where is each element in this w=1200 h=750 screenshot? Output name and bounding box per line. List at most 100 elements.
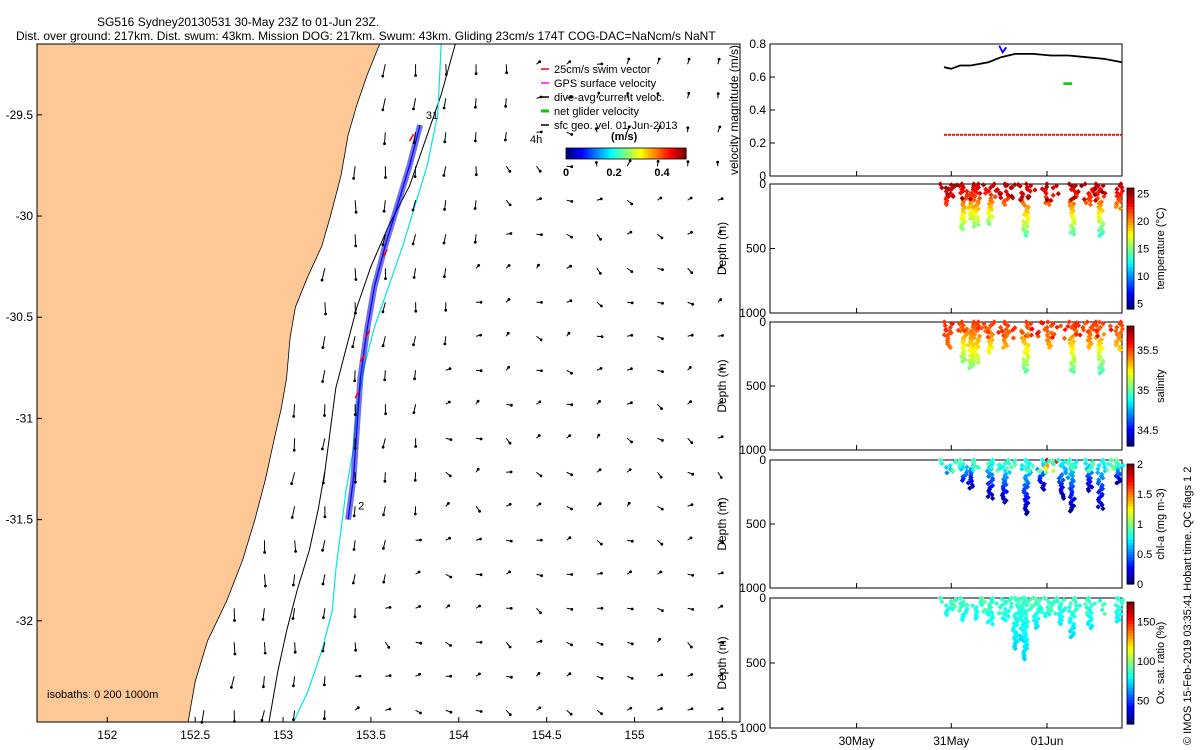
scatter-point [937,457,943,463]
colorbar-segment [1127,422,1134,426]
current-arrow-head [720,571,724,575]
colorbar-segment [1127,494,1134,498]
current-arrow [263,574,266,587]
colorbar-segment [1127,197,1134,201]
scatter-point [1043,190,1049,196]
colorbar-segment [1127,518,1134,522]
scatter-point [948,598,954,604]
scatter-point [1068,324,1074,330]
scatter-point [1019,329,1025,336]
colorbar-segment [1127,711,1134,716]
current-arrow-head [539,474,543,478]
scatter-point [1025,598,1031,605]
current-arrow-head [381,344,385,348]
scatter-point [1113,204,1119,210]
scatter-point [1051,599,1058,606]
colorbar-segment [626,148,629,159]
current-arrow-head [660,236,664,240]
scatter-point [1099,607,1105,613]
scatter-point [985,481,991,487]
colorbar-label: Ox. sat. ratio (%) [1155,622,1167,705]
colorbar-segment [1127,287,1134,292]
current-arrow-head [479,437,483,441]
colorbar-segment [1127,581,1134,585]
figure-title: SG516 Sydney20130531 30-May 23Z to 01-Ju… [97,15,380,29]
depth-axis-label: Depth (m) [715,359,729,412]
colorbar-segment [1127,611,1134,615]
colorbar-segment [1127,398,1134,402]
scatter-point [1039,606,1045,613]
scatter-point [956,464,963,470]
scatter-point [975,352,981,359]
colorbar-segment [1127,368,1134,372]
colorbar-segment [638,148,641,159]
current-arrow-head [657,57,661,61]
current-arrow [353,506,356,516]
colorbar-segment [582,148,585,159]
depth-tick-label: 500 [746,656,766,670]
colorbar-segment [1127,428,1134,432]
scatter-point [960,226,966,232]
scatter-point [1032,596,1038,602]
scatter-point [1120,597,1126,603]
scatter-point [1046,202,1052,208]
current-arrow-head [569,95,573,99]
scatter-point [988,604,994,610]
scatter-point [1039,457,1045,463]
colorbar-segment [1127,678,1134,682]
colorbar-segment [1127,266,1134,271]
current-arrow-head [322,481,325,485]
scatter-point [965,205,971,211]
scatter-point [1069,467,1075,474]
scatter-point [982,599,988,605]
colorbar-segment [1127,696,1134,701]
scatter-point [1011,635,1017,641]
scatter-point [970,464,976,470]
scatter-point [972,347,978,353]
scatter-point [1013,597,1019,603]
scatter-point [1055,191,1061,197]
current-arrow-head [540,574,543,578]
scatter-point [1067,619,1073,625]
current-arrow-head [720,367,724,371]
scatter-point [947,324,953,331]
current-arrow-head [443,342,447,346]
current-arrow-head [263,651,267,655]
current-arrow [443,98,447,109]
scatter-point [1017,636,1024,642]
scatter-point [985,334,991,340]
scatter-point [1015,604,1021,610]
colorbar-segment [1127,566,1134,570]
scatter-point [971,358,977,364]
scatter-point [986,470,992,476]
scatter-point [1008,600,1014,607]
scatter-point [985,619,991,625]
scatter-point [1025,342,1031,348]
legend-entry: GPS surface velocity [554,78,657,90]
current-arrow [230,676,235,688]
scatter-point [945,192,951,198]
colorbar-segment [1127,374,1134,378]
colorbar-segment [1127,467,1134,471]
scatter-point [1068,492,1074,498]
current-arrow-head [568,60,572,63]
current-arrow-head [660,507,664,511]
scatter-point [962,204,968,211]
colorbar-segment [1127,626,1134,631]
colorbar-segment [680,148,683,159]
current-arrow-head [509,539,513,543]
scatter-point [1102,464,1108,470]
scatter-point [1028,332,1035,338]
scatter-point [1099,502,1105,508]
colorbar-segment [606,148,609,159]
current-arrow-head [353,413,357,416]
scatter-point [1023,633,1029,639]
current-arrow-head [627,125,631,129]
lat-tick-label: -29.5 [6,108,34,122]
scatter-point [1099,459,1105,465]
colorbar-segment [1127,554,1134,558]
scatter-point [1115,596,1121,602]
scatter-point [1090,461,1096,467]
colorbar-segment [624,148,627,159]
current-arrow [321,268,326,281]
